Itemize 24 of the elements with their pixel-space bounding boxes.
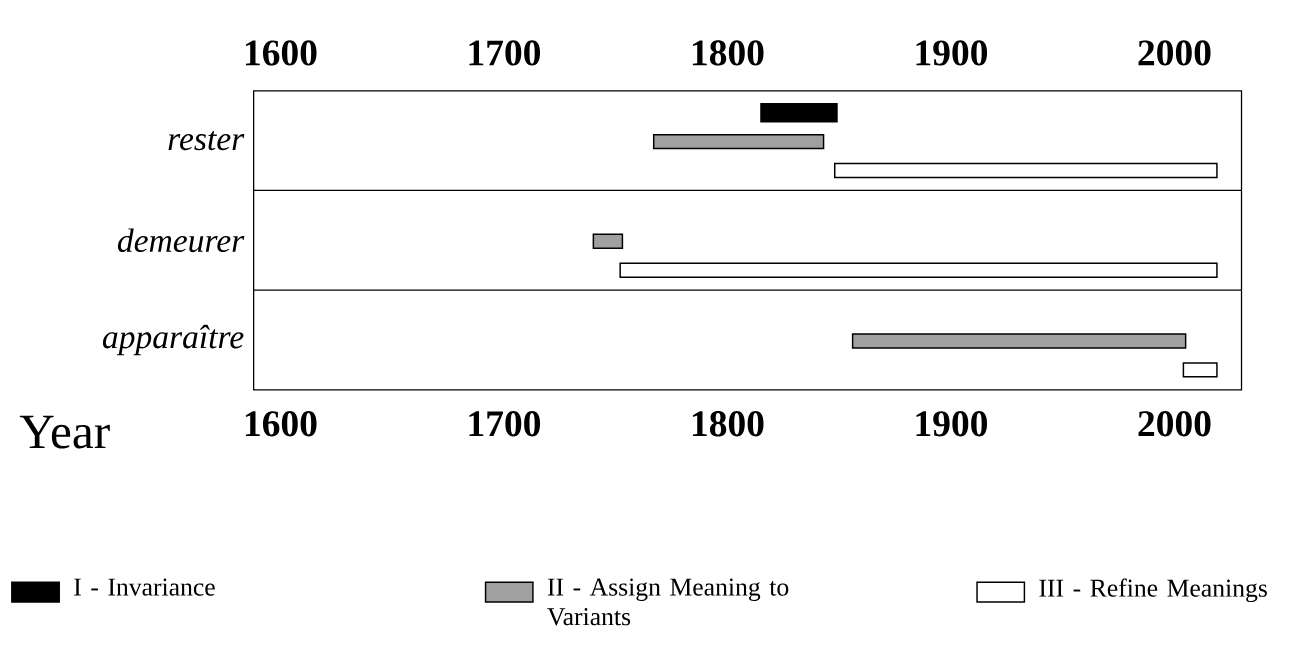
bar — [760, 102, 838, 123]
bar — [1182, 362, 1218, 378]
legend-label: III - Refine Meanings — [1039, 578, 1267, 603]
x2-tick-label: 1900 — [916, 40, 988, 66]
x-tick-label: 1900 — [916, 410, 988, 437]
y-tick-label: rester — [168, 130, 245, 151]
x-tick-label: 1800 — [692, 410, 764, 437]
x2-tick-label: 1700 — [469, 40, 541, 66]
x2-tick-label: 2000 — [1138, 40, 1211, 66]
legend-label: I - Invariance — [74, 578, 215, 596]
bar — [834, 162, 1218, 179]
bar — [652, 133, 825, 150]
x-axis-title: Year — [19, 415, 110, 449]
x2-tick-label: 1600 — [245, 40, 317, 66]
bar — [592, 233, 624, 249]
bar — [619, 262, 1218, 278]
bar — [851, 333, 1187, 349]
x-tick-label: 1700 — [469, 410, 541, 437]
y-tick-label: demeurer — [117, 228, 245, 253]
x2-tick-label: 1800 — [692, 40, 764, 66]
legend-label: II - Assign Meaning to Variants — [547, 578, 789, 626]
x-tick-label: 1600 — [245, 410, 317, 437]
x-tick-label: 2000 — [1138, 410, 1211, 437]
y-tick-label: apparaître — [102, 324, 244, 356]
